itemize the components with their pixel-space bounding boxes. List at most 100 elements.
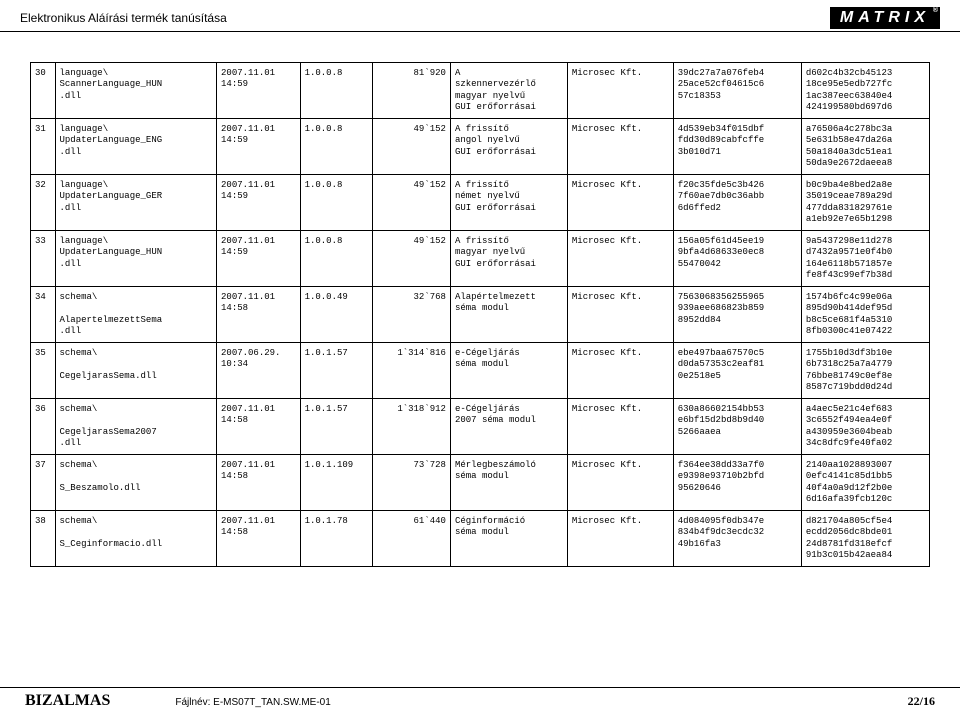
table-row: 36schema\ CegeljarasSema2007 .dll2007.11… xyxy=(31,399,930,455)
confidential-label: BIZALMAS xyxy=(25,692,110,710)
cell-hash1: f364ee38dd33a7f0 e9398e93710b2bfd 956206… xyxy=(673,455,801,511)
cell-n: 36 xyxy=(31,399,56,455)
cell-ver: 1.0.0.8 xyxy=(300,231,372,287)
table-row: 31language\ UpdaterLanguage_ENG .dll2007… xyxy=(31,119,930,175)
cell-hash2: a4aec5e21c4ef683 3c6552f494ea4e0f a43095… xyxy=(801,399,929,455)
cell-size: 73`728 xyxy=(372,455,450,511)
cell-hash2: 9a5437298e11d278 d7432a9571e0f4b0 164e61… xyxy=(801,231,929,287)
cell-vendor: Microsec Kft. xyxy=(567,119,673,175)
cell-hash2: 1574b6fc4c99e06a 895d90b414def95d b8c5ce… xyxy=(801,287,929,343)
cell-size: 1`314`816 xyxy=(372,343,450,399)
filename-label: Fájlnév: E-MS07T_TAN.SW.ME-01 xyxy=(175,697,907,708)
cell-date: 2007.11.01 14:59 xyxy=(217,231,301,287)
cell-file: schema\ S_Ceginformacio.dll xyxy=(55,511,217,567)
cell-hash1: 4d539eb34f015dbf fdd30d89cabfcffe 3b010d… xyxy=(673,119,801,175)
cell-hash1: f20c35fde5c3b426 7f60ae7db0c36abb 6d6ffe… xyxy=(673,175,801,231)
cell-date: 2007.11.01 14:59 xyxy=(217,175,301,231)
cell-vendor: Microsec Kft. xyxy=(567,343,673,399)
cell-file: language\ UpdaterLanguage_ENG .dll xyxy=(55,119,217,175)
page-number: 22/16 xyxy=(908,694,935,709)
cell-size: 49`152 xyxy=(372,175,450,231)
cell-hash2: d821704a805cf5e4 ecdd2056dc8bde01 24d878… xyxy=(801,511,929,567)
table-row: 34schema\ AlapertelmezettSema .dll2007.1… xyxy=(31,287,930,343)
cell-vendor: Microsec Kft. xyxy=(567,287,673,343)
cell-desc: A frissítő magyar nyelvű GUI erőforrásai xyxy=(450,231,567,287)
cell-hash2: 2140aa1028893007 0efc4141c85d1bb5 40f4a0… xyxy=(801,455,929,511)
cell-date: 2007.11.01 14:58 xyxy=(217,287,301,343)
table-row: 38schema\ S_Ceginformacio.dll2007.11.01 … xyxy=(31,511,930,567)
cell-size: 81`920 xyxy=(372,63,450,119)
registered-icon: ® xyxy=(933,7,938,14)
cell-desc: A frissítő német nyelvű GUI erőforrásai xyxy=(450,175,567,231)
cell-hash1: 630a86602154bb53 e6bf15d2bd8b9d40 5266aa… xyxy=(673,399,801,455)
table-row: 33language\ UpdaterLanguage_HUN .dll2007… xyxy=(31,231,930,287)
cell-desc: e-Cégeljárás séma modul xyxy=(450,343,567,399)
content-area: 30language\ ScannerLanguage_HUN .dll2007… xyxy=(0,32,960,567)
cell-size: 61`440 xyxy=(372,511,450,567)
cell-file: schema\ S_Beszamolo.dll xyxy=(55,455,217,511)
cell-size: 49`152 xyxy=(372,231,450,287)
cell-vendor: Microsec Kft. xyxy=(567,175,673,231)
cell-vendor: Microsec Kft. xyxy=(567,63,673,119)
cell-n: 38 xyxy=(31,511,56,567)
cell-ver: 1.0.0.8 xyxy=(300,63,372,119)
cell-hash2: d602c4b32cb45123 18ce95e5edb727fc 1ac387… xyxy=(801,63,929,119)
cell-n: 37 xyxy=(31,455,56,511)
cell-hash2: a76506a4c278bc3a 5e631b58e47da26a 50a184… xyxy=(801,119,929,175)
cell-hash2: b0c9ba4e8bed2a8e 35019ceae789a29d 477dda… xyxy=(801,175,929,231)
cell-date: 2007.11.01 14:59 xyxy=(217,63,301,119)
cell-date: 2007.11.01 14:59 xyxy=(217,119,301,175)
cell-n: 32 xyxy=(31,175,56,231)
cell-size: 49`152 xyxy=(372,119,450,175)
cell-file: language\ ScannerLanguage_HUN .dll xyxy=(55,63,217,119)
cell-hash2: 1755b10d3df3b10e 6b7318c25a7a4779 76bbe8… xyxy=(801,343,929,399)
cell-size: 1`318`912 xyxy=(372,399,450,455)
table-row: 32language\ UpdaterLanguage_GER .dll2007… xyxy=(31,175,930,231)
cell-n: 34 xyxy=(31,287,56,343)
cell-desc: A szkennervezérlő magyar nyelvű GUI erőf… xyxy=(450,63,567,119)
cell-file: schema\ AlapertelmezettSema .dll xyxy=(55,287,217,343)
data-table: 30language\ ScannerLanguage_HUN .dll2007… xyxy=(30,62,930,567)
table-row: 37schema\ S_Beszamolo.dll2007.11.01 14:5… xyxy=(31,455,930,511)
cell-ver: 1.0.1.57 xyxy=(300,399,372,455)
cell-n: 31 xyxy=(31,119,56,175)
cell-desc: A frissítő angol nyelvű GUI erőforrásai xyxy=(450,119,567,175)
cell-ver: 1.0.1.109 xyxy=(300,455,372,511)
cell-n: 30 xyxy=(31,63,56,119)
cell-vendor: Microsec Kft. xyxy=(567,455,673,511)
cell-desc: e-Cégeljárás 2007 séma modul xyxy=(450,399,567,455)
cell-hash1: 39dc27a7a076feb4 25ace52cf04615c6 57c183… xyxy=(673,63,801,119)
cell-file: language\ UpdaterLanguage_HUN .dll xyxy=(55,231,217,287)
page-header: Elektronikus Aláírási termék tanúsítása … xyxy=(0,0,960,32)
cell-vendor: Microsec Kft. xyxy=(567,231,673,287)
cell-date: 2007.11.01 14:58 xyxy=(217,511,301,567)
cell-file: schema\ CegeljarasSema2007 .dll xyxy=(55,399,217,455)
cell-desc: Céginformáció séma modul xyxy=(450,511,567,567)
cell-ver: 1.0.0.8 xyxy=(300,119,372,175)
header-title: Elektronikus Aláírási termék tanúsítása xyxy=(20,11,227,25)
cell-size: 32`768 xyxy=(372,287,450,343)
cell-vendor: Microsec Kft. xyxy=(567,399,673,455)
cell-date: 2007.11.01 14:58 xyxy=(217,455,301,511)
cell-vendor: Microsec Kft. xyxy=(567,511,673,567)
cell-hash1: 156a05f61d45ee19 9bfa4d68633e0ec8 554700… xyxy=(673,231,801,287)
cell-hash1: 4d084095f0db347e 834b4f9dc3ecdc32 49b16f… xyxy=(673,511,801,567)
cell-hash1: 7563068356255965 939aee686823b859 8952dd… xyxy=(673,287,801,343)
cell-date: 2007.06.29. 10:34 xyxy=(217,343,301,399)
cell-ver: 1.0.1.78 xyxy=(300,511,372,567)
cell-hash1: ebe497baa67570c5 d0da57353c2eaf81 0e2518… xyxy=(673,343,801,399)
cell-ver: 1.0.0.49 xyxy=(300,287,372,343)
table-row: 35schema\ CegeljarasSema.dll2007.06.29. … xyxy=(31,343,930,399)
cell-n: 33 xyxy=(31,231,56,287)
page-footer: BIZALMAS Fájlnév: E-MS07T_TAN.SW.ME-01 2… xyxy=(0,687,960,715)
table-row: 30language\ ScannerLanguage_HUN .dll2007… xyxy=(31,63,930,119)
cell-file: language\ UpdaterLanguage_GER .dll xyxy=(55,175,217,231)
cell-date: 2007.11.01 14:58 xyxy=(217,399,301,455)
cell-n: 35 xyxy=(31,343,56,399)
cell-desc: Alapértelmezett séma modul xyxy=(450,287,567,343)
cell-desc: Mérlegbeszámoló séma modul xyxy=(450,455,567,511)
matrix-logo: MATRIX® xyxy=(830,7,940,29)
cell-ver: 1.0.0.8 xyxy=(300,175,372,231)
cell-file: schema\ CegeljarasSema.dll xyxy=(55,343,217,399)
cell-ver: 1.0.1.57 xyxy=(300,343,372,399)
